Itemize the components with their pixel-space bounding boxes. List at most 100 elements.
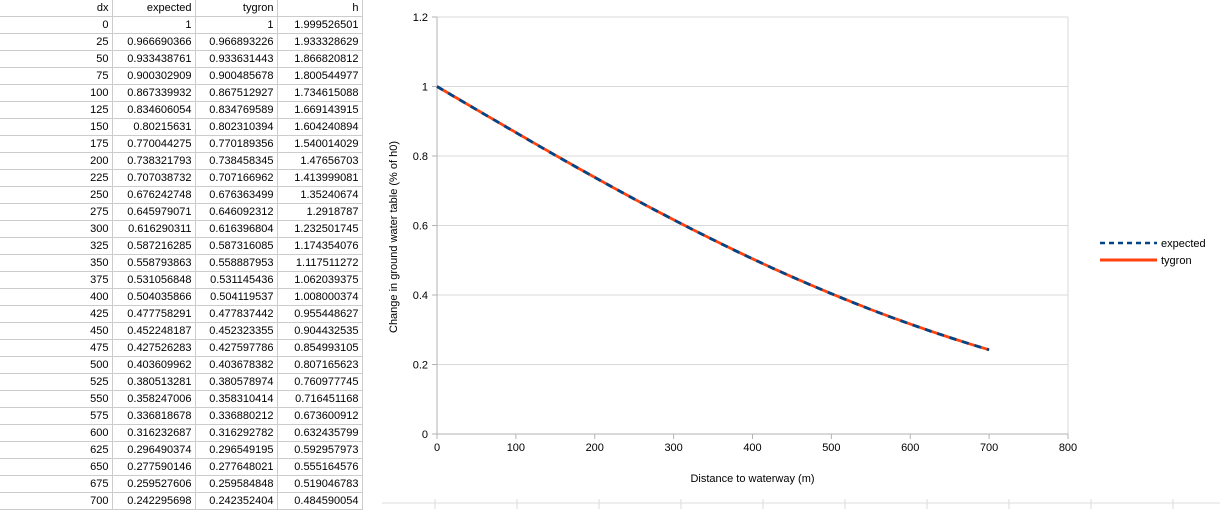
cell-expected[interactable]: 0.558793863 <box>112 254 196 272</box>
column-header-dx[interactable]: dx <box>0 0 113 17</box>
cell-tygron[interactable]: 0.558887953 <box>195 254 278 272</box>
cell-h[interactable]: 1.933328629 <box>277 33 363 51</box>
cell-h[interactable]: 0.555164576 <box>277 458 363 476</box>
cell-tygron[interactable]: 0.770189356 <box>195 135 278 153</box>
cell-expected[interactable]: 0.531056848 <box>112 271 196 289</box>
cell-dx[interactable]: 0 <box>0 16 113 34</box>
cell-expected[interactable]: 0.336818678 <box>112 407 196 425</box>
cell-dx[interactable]: 250 <box>0 186 113 204</box>
cell-tygron[interactable]: 0.966893226 <box>195 33 278 51</box>
cell-h[interactable]: 0.716451168 <box>277 390 363 408</box>
cell-tygron[interactable]: 0.900485678 <box>195 67 278 85</box>
cell-tygron[interactable]: 0.403678382 <box>195 356 278 374</box>
cell-h[interactable]: 1.800544977 <box>277 67 363 85</box>
cell-dx[interactable]: 150 <box>0 118 113 136</box>
cell-expected[interactable]: 0.380513281 <box>112 373 196 391</box>
cell-h[interactable]: 1.35240674 <box>277 186 363 204</box>
cell-dx[interactable]: 400 <box>0 288 113 306</box>
cell-expected[interactable]: 0.616290311 <box>112 220 196 238</box>
cell-expected[interactable]: 0.452248187 <box>112 322 196 340</box>
cell-tygron[interactable]: 0.867512927 <box>195 84 278 102</box>
cell-dx[interactable]: 575 <box>0 407 113 425</box>
column-header-expected[interactable]: expected <box>112 0 196 17</box>
cell-expected[interactable]: 0.403609962 <box>112 356 196 374</box>
cell-tygron[interactable]: 0.646092312 <box>195 203 278 221</box>
cell-h[interactable]: 0.519046783 <box>277 475 363 493</box>
cell-h[interactable]: 1.062039375 <box>277 271 363 289</box>
cell-tygron[interactable]: 1 <box>195 16 278 34</box>
cell-dx[interactable]: 500 <box>0 356 113 374</box>
cell-dx[interactable]: 175 <box>0 135 113 153</box>
cell-tygron[interactable]: 0.316292782 <box>195 424 278 442</box>
cell-dx[interactable]: 525 <box>0 373 113 391</box>
cell-expected[interactable]: 0.645979071 <box>112 203 196 221</box>
cell-dx[interactable]: 225 <box>0 169 113 187</box>
cell-h[interactable]: 0.592957973 <box>277 441 363 459</box>
cell-dx[interactable]: 75 <box>0 67 113 85</box>
cell-h[interactable]: 0.854993105 <box>277 339 363 357</box>
cell-expected[interactable]: 0.834606054 <box>112 101 196 119</box>
cell-expected[interactable]: 0.587216285 <box>112 237 196 255</box>
cell-h[interactable]: 1.540014029 <box>277 135 363 153</box>
cell-tygron[interactable]: 0.242352404 <box>195 492 278 510</box>
cell-h[interactable]: 0.632435799 <box>277 424 363 442</box>
cell-tygron[interactable]: 0.707166962 <box>195 169 278 187</box>
cell-dx[interactable]: 650 <box>0 458 113 476</box>
cell-expected[interactable]: 0.296490374 <box>112 441 196 459</box>
cell-dx[interactable]: 275 <box>0 203 113 221</box>
cell-dx[interactable]: 50 <box>0 50 113 68</box>
cell-tygron[interactable]: 0.834769589 <box>195 101 278 119</box>
cell-expected[interactable]: 0.900302909 <box>112 67 196 85</box>
cell-tygron[interactable]: 0.531145436 <box>195 271 278 289</box>
cell-h[interactable]: 0.955448627 <box>277 305 363 323</box>
cell-expected[interactable]: 0.427526283 <box>112 339 196 357</box>
cell-dx[interactable]: 375 <box>0 271 113 289</box>
cell-expected[interactable]: 0.738321793 <box>112 152 196 170</box>
cell-expected[interactable]: 0.316232687 <box>112 424 196 442</box>
cell-expected[interactable]: 1 <box>112 16 196 34</box>
cell-h[interactable]: 1.999526501 <box>277 16 363 34</box>
cell-tygron[interactable]: 0.296549195 <box>195 441 278 459</box>
cell-tygron[interactable]: 0.277648021 <box>195 458 278 476</box>
cell-expected[interactable]: 0.504035866 <box>112 288 196 306</box>
cell-expected[interactable]: 0.242295698 <box>112 492 196 510</box>
cell-h[interactable]: 1.174354076 <box>277 237 363 255</box>
cell-dx[interactable]: 200 <box>0 152 113 170</box>
cell-tygron[interactable]: 0.587316085 <box>195 237 278 255</box>
cell-h[interactable]: 1.413999081 <box>277 169 363 187</box>
cell-expected[interactable]: 0.80215631 <box>112 118 196 136</box>
cell-h[interactable]: 1.117511272 <box>277 254 363 272</box>
column-header-h[interactable]: h <box>277 0 363 17</box>
cell-expected[interactable]: 0.477758291 <box>112 305 196 323</box>
cell-h[interactable]: 0.904432535 <box>277 322 363 340</box>
cell-tygron[interactable]: 0.380578974 <box>195 373 278 391</box>
chart-object[interactable]: 0 0.2 0.4 0.6 0.8 1 1.2 0 100 200 300 400 500 600 700 8… <box>362 0 1220 511</box>
cell-h[interactable]: 1.604240894 <box>277 118 363 136</box>
cell-dx[interactable]: 425 <box>0 305 113 323</box>
cell-expected[interactable]: 0.277590146 <box>112 458 196 476</box>
cell-dx[interactable]: 100 <box>0 84 113 102</box>
cell-tygron[interactable]: 0.477837442 <box>195 305 278 323</box>
cell-tygron[interactable]: 0.676363499 <box>195 186 278 204</box>
cell-h[interactable]: 1.2918787 <box>277 203 363 221</box>
cell-tygron[interactable]: 0.259584848 <box>195 475 278 493</box>
cell-h[interactable]: 0.760977745 <box>277 373 363 391</box>
cell-tygron[interactable]: 0.802310394 <box>195 118 278 136</box>
cell-dx[interactable]: 125 <box>0 101 113 119</box>
cell-h[interactable]: 1.734615088 <box>277 84 363 102</box>
cell-h[interactable]: 1.47656703 <box>277 152 363 170</box>
cell-dx[interactable]: 25 <box>0 33 113 51</box>
cell-tygron[interactable]: 0.427597786 <box>195 339 278 357</box>
cell-dx[interactable]: 550 <box>0 390 113 408</box>
cell-tygron[interactable]: 0.358310414 <box>195 390 278 408</box>
cell-dx[interactable]: 700 <box>0 492 113 510</box>
cell-expected[interactable]: 0.676242748 <box>112 186 196 204</box>
cell-h[interactable]: 1.669143915 <box>277 101 363 119</box>
cell-h[interactable]: 0.484590054 <box>277 492 363 510</box>
cell-expected[interactable]: 0.770044275 <box>112 135 196 153</box>
cell-tygron[interactable]: 0.616396804 <box>195 220 278 238</box>
cell-tygron[interactable]: 0.738458345 <box>195 152 278 170</box>
cell-tygron[interactable]: 0.452323355 <box>195 322 278 340</box>
column-header-tygron[interactable]: tygron <box>195 0 278 17</box>
cell-h[interactable]: 1.866820812 <box>277 50 363 68</box>
